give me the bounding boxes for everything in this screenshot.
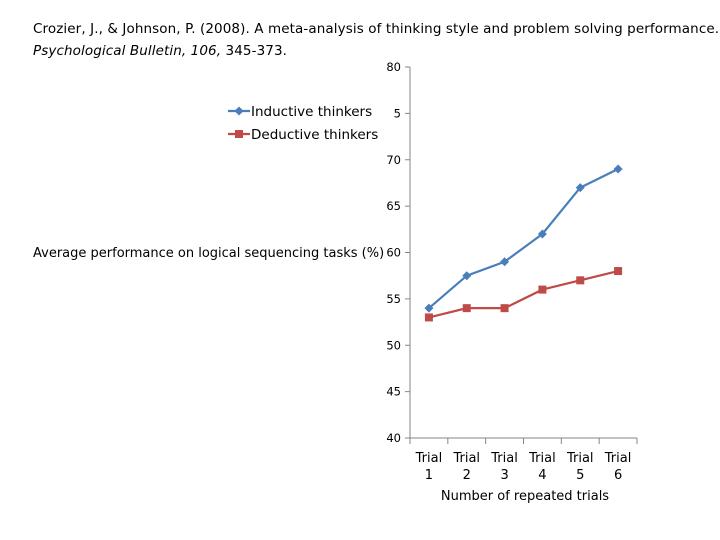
citation-journal: Psychological Bulletin, 106,: [33, 43, 222, 59]
x-category-label: Trial 3: [490, 451, 518, 483]
legend-entry: Deductive thinkers: [228, 127, 378, 143]
data-point-diamond: [537, 229, 547, 239]
x-category-label: Trial 4: [528, 451, 556, 483]
y-axis-ticks: 40 45 50 55 60 65 70 5 80: [386, 60, 410, 445]
data-point-square: [500, 304, 509, 313]
y-tick-label: 80: [386, 60, 401, 74]
series-deductive-thinkers: [424, 267, 623, 322]
data-point-diamond: [575, 183, 585, 193]
data-point-square: [614, 267, 623, 276]
x-category-label: Trial 6: [604, 451, 632, 483]
series-line: [428, 168, 619, 309]
y-tick-label: 65: [386, 199, 401, 213]
data-point-diamond: [500, 257, 510, 267]
x-axis-title: Number of repeated trials: [441, 489, 609, 504]
citation-line-1: Crozier, J., & Johnson, P. (2008). A met…: [33, 21, 720, 37]
y-tick-label: 40: [386, 431, 401, 445]
x-category-label: Trial 5: [566, 451, 594, 483]
x-axis-categories: Trial 1 Trial 2 Trial 3 Trial 4 Trial 5 Trial 6: [409, 438, 638, 483]
legend-label: Deductive thinkers: [251, 127, 378, 143]
x-category-label: Trial 1: [415, 451, 443, 483]
y-tick-label: 55: [386, 292, 401, 306]
series: [424, 164, 623, 322]
citation-line-2: Psychological Bulletin, 106, 345-373.: [33, 40, 719, 62]
data-point-square: [462, 304, 471, 313]
data-point-diamond: [462, 271, 472, 281]
y-axis-title: Average performance on logical sequencin…: [33, 246, 384, 261]
data-point-diamond: [424, 303, 434, 313]
y-tick-label: 45: [386, 385, 401, 399]
y-tick-label: 50: [386, 338, 401, 352]
data-point-square: [538, 285, 547, 294]
y-tick-label: 60: [386, 246, 401, 260]
y-tick-label: 70: [386, 153, 401, 167]
y-tick-label: 5: [394, 106, 401, 120]
data-point-square: [576, 276, 585, 285]
legend-marker: [235, 130, 243, 138]
data-point-square: [424, 313, 433, 322]
citation: Crozier, J., & Johnson, P. (2008). A met…: [33, 18, 719, 62]
data-point-diamond: [613, 164, 623, 174]
axes: [409, 67, 637, 439]
legend-label: Inductive thinkers: [251, 104, 372, 120]
legend: Inductive thinkers Deductive thinkers: [228, 104, 378, 143]
series-line: [428, 269, 619, 319]
x-category-label: Trial 2: [452, 451, 480, 483]
legend-marker: [234, 106, 244, 116]
citation-pages: 345-373.: [221, 43, 288, 59]
legend-entry: Inductive thinkers: [228, 104, 372, 120]
series-inductive-thinkers: [424, 164, 623, 313]
